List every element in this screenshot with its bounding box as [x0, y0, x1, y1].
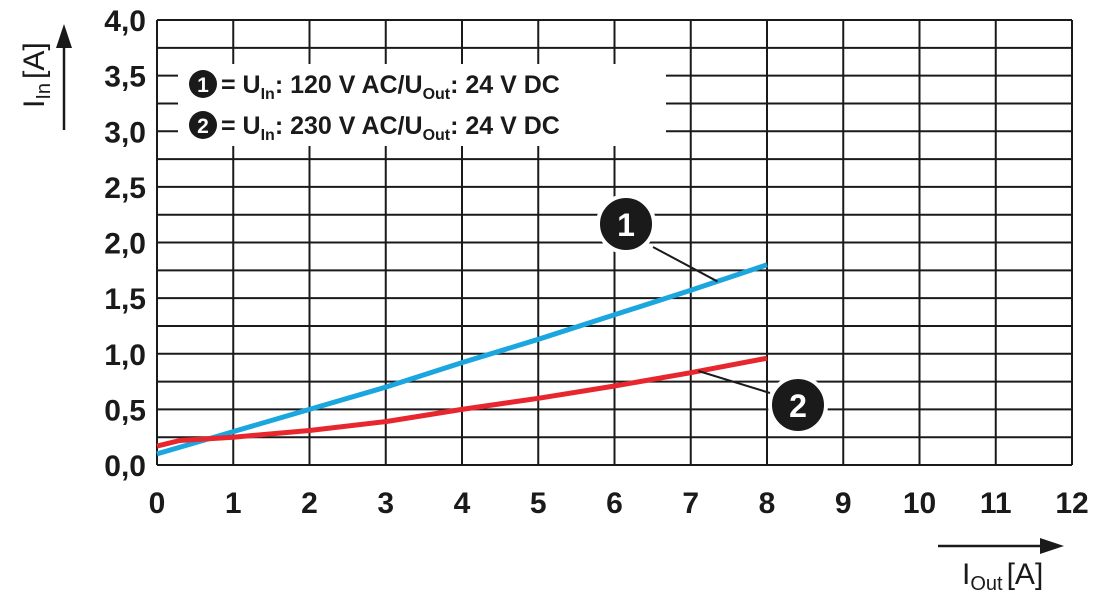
- tick-labels: 0 1 2 3 4 5 6 7 8 9 10 11 120,00,51,01,52,02,53,03,5…: [104, 5, 1088, 520]
- x-tick-label: 3: [377, 487, 394, 520]
- x-tick-label: 6: [606, 487, 623, 520]
- y-tick-label: 1,5: [104, 283, 146, 316]
- series-line-1: [156, 262, 768, 457]
- legend-marker-1-num: 1: [197, 74, 209, 97]
- y-tick-label: 0,5: [104, 394, 146, 427]
- legend-entry-1: 1 = UIn: 120 V AC/UOut: 24 V DC: [189, 70, 560, 103]
- x-tick-label: 8: [759, 487, 776, 520]
- series-callouts: 1 2: [596, 194, 828, 435]
- x-axis-label: IOut [A]: [938, 538, 1064, 595]
- legend-text-2: = UIn: 230 V AC/UOut: 24 V DC: [221, 112, 560, 144]
- x-tick-label: 7: [682, 487, 699, 520]
- callout-1-bg: [596, 194, 656, 254]
- x-tick-label: 0: [149, 487, 166, 520]
- x-tick-label: 10: [903, 487, 936, 520]
- y-tick-label: 0,0: [104, 450, 146, 483]
- legend: 1 = UIn: 120 V AC/UOut: 24 V DC 2 = UIn:…: [178, 64, 666, 146]
- x-tick-label: 5: [530, 487, 547, 520]
- x-tick-label: 11: [980, 487, 1012, 520]
- y-tick-label: 2,0: [104, 228, 146, 261]
- callout-1: 1: [596, 194, 656, 254]
- legend-background: [178, 64, 666, 146]
- x-axis-title: IOut [A]: [962, 558, 1043, 595]
- legend-marker-2-num: 2: [197, 115, 209, 138]
- x-tick-label: 2: [301, 487, 318, 520]
- y-tick-label: 3,5: [104, 61, 146, 94]
- legend-text-1: = UIn: 120 V AC/UOut: 24 V DC: [221, 71, 560, 103]
- callout-leaders: [652, 246, 771, 394]
- series-line-2: [156, 355, 768, 449]
- y-tick-label: 4,0: [104, 5, 146, 38]
- callout-2: 2: [768, 375, 828, 435]
- callout-2-num: 2: [789, 388, 807, 424]
- callout-1-leader: [652, 246, 718, 283]
- y-axis-title: IIn[A]: [18, 42, 55, 108]
- callout-2-bg: [768, 375, 828, 435]
- callout-1-num: 1: [617, 207, 635, 243]
- legend-marker-2-bg: [189, 111, 217, 139]
- y-tick-label: 2,5: [104, 172, 146, 205]
- y-tick-label: 3,0: [104, 116, 146, 149]
- series-lines: [156, 262, 768, 457]
- callout-2-leader: [698, 370, 771, 394]
- x-axis-arrowhead: [1040, 538, 1064, 554]
- x-tick-label: 12: [1055, 487, 1088, 520]
- legend-marker-1-bg: [189, 70, 217, 98]
- y-tick-label: 1,0: [104, 339, 146, 372]
- x-tick-label: 1: [225, 487, 242, 520]
- legend-entry-2: 2 = UIn: 230 V AC/UOut: 24 V DC: [189, 111, 560, 144]
- y-axis-label: IIn[A]: [18, 24, 72, 130]
- x-tick-label: 4: [454, 487, 471, 520]
- y-axis-arrowhead: [56, 24, 72, 48]
- x-tick-label: 9: [835, 487, 852, 520]
